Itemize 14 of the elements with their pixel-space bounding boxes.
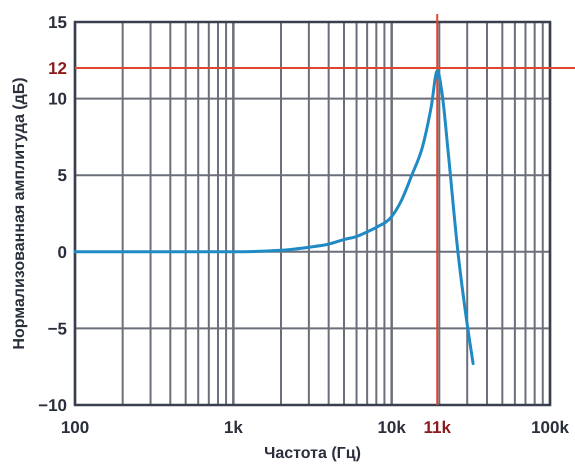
x-tick-label: 100 bbox=[60, 418, 90, 437]
y-tick-label: 0 bbox=[58, 242, 67, 262]
x-tick-label: 1k bbox=[224, 418, 244, 437]
y-axis-title: Нормализованная амплитуда (дБ) bbox=[11, 77, 28, 350]
ref-line-label: 11k bbox=[424, 418, 452, 437]
y-tick-label: −10 bbox=[38, 396, 67, 415]
y-tick-label: 10 bbox=[48, 90, 67, 109]
y-tick-label: 15 bbox=[48, 12, 67, 32]
x-tick-label: 100k bbox=[531, 418, 570, 437]
x-tick-label: 10k bbox=[377, 418, 406, 437]
ref-line-label: 12 bbox=[48, 58, 67, 78]
x-axis-title: Частота (Гц) bbox=[264, 445, 361, 462]
y-tick-label: 5 bbox=[58, 166, 67, 186]
y-tick-label: −5 bbox=[48, 319, 67, 338]
